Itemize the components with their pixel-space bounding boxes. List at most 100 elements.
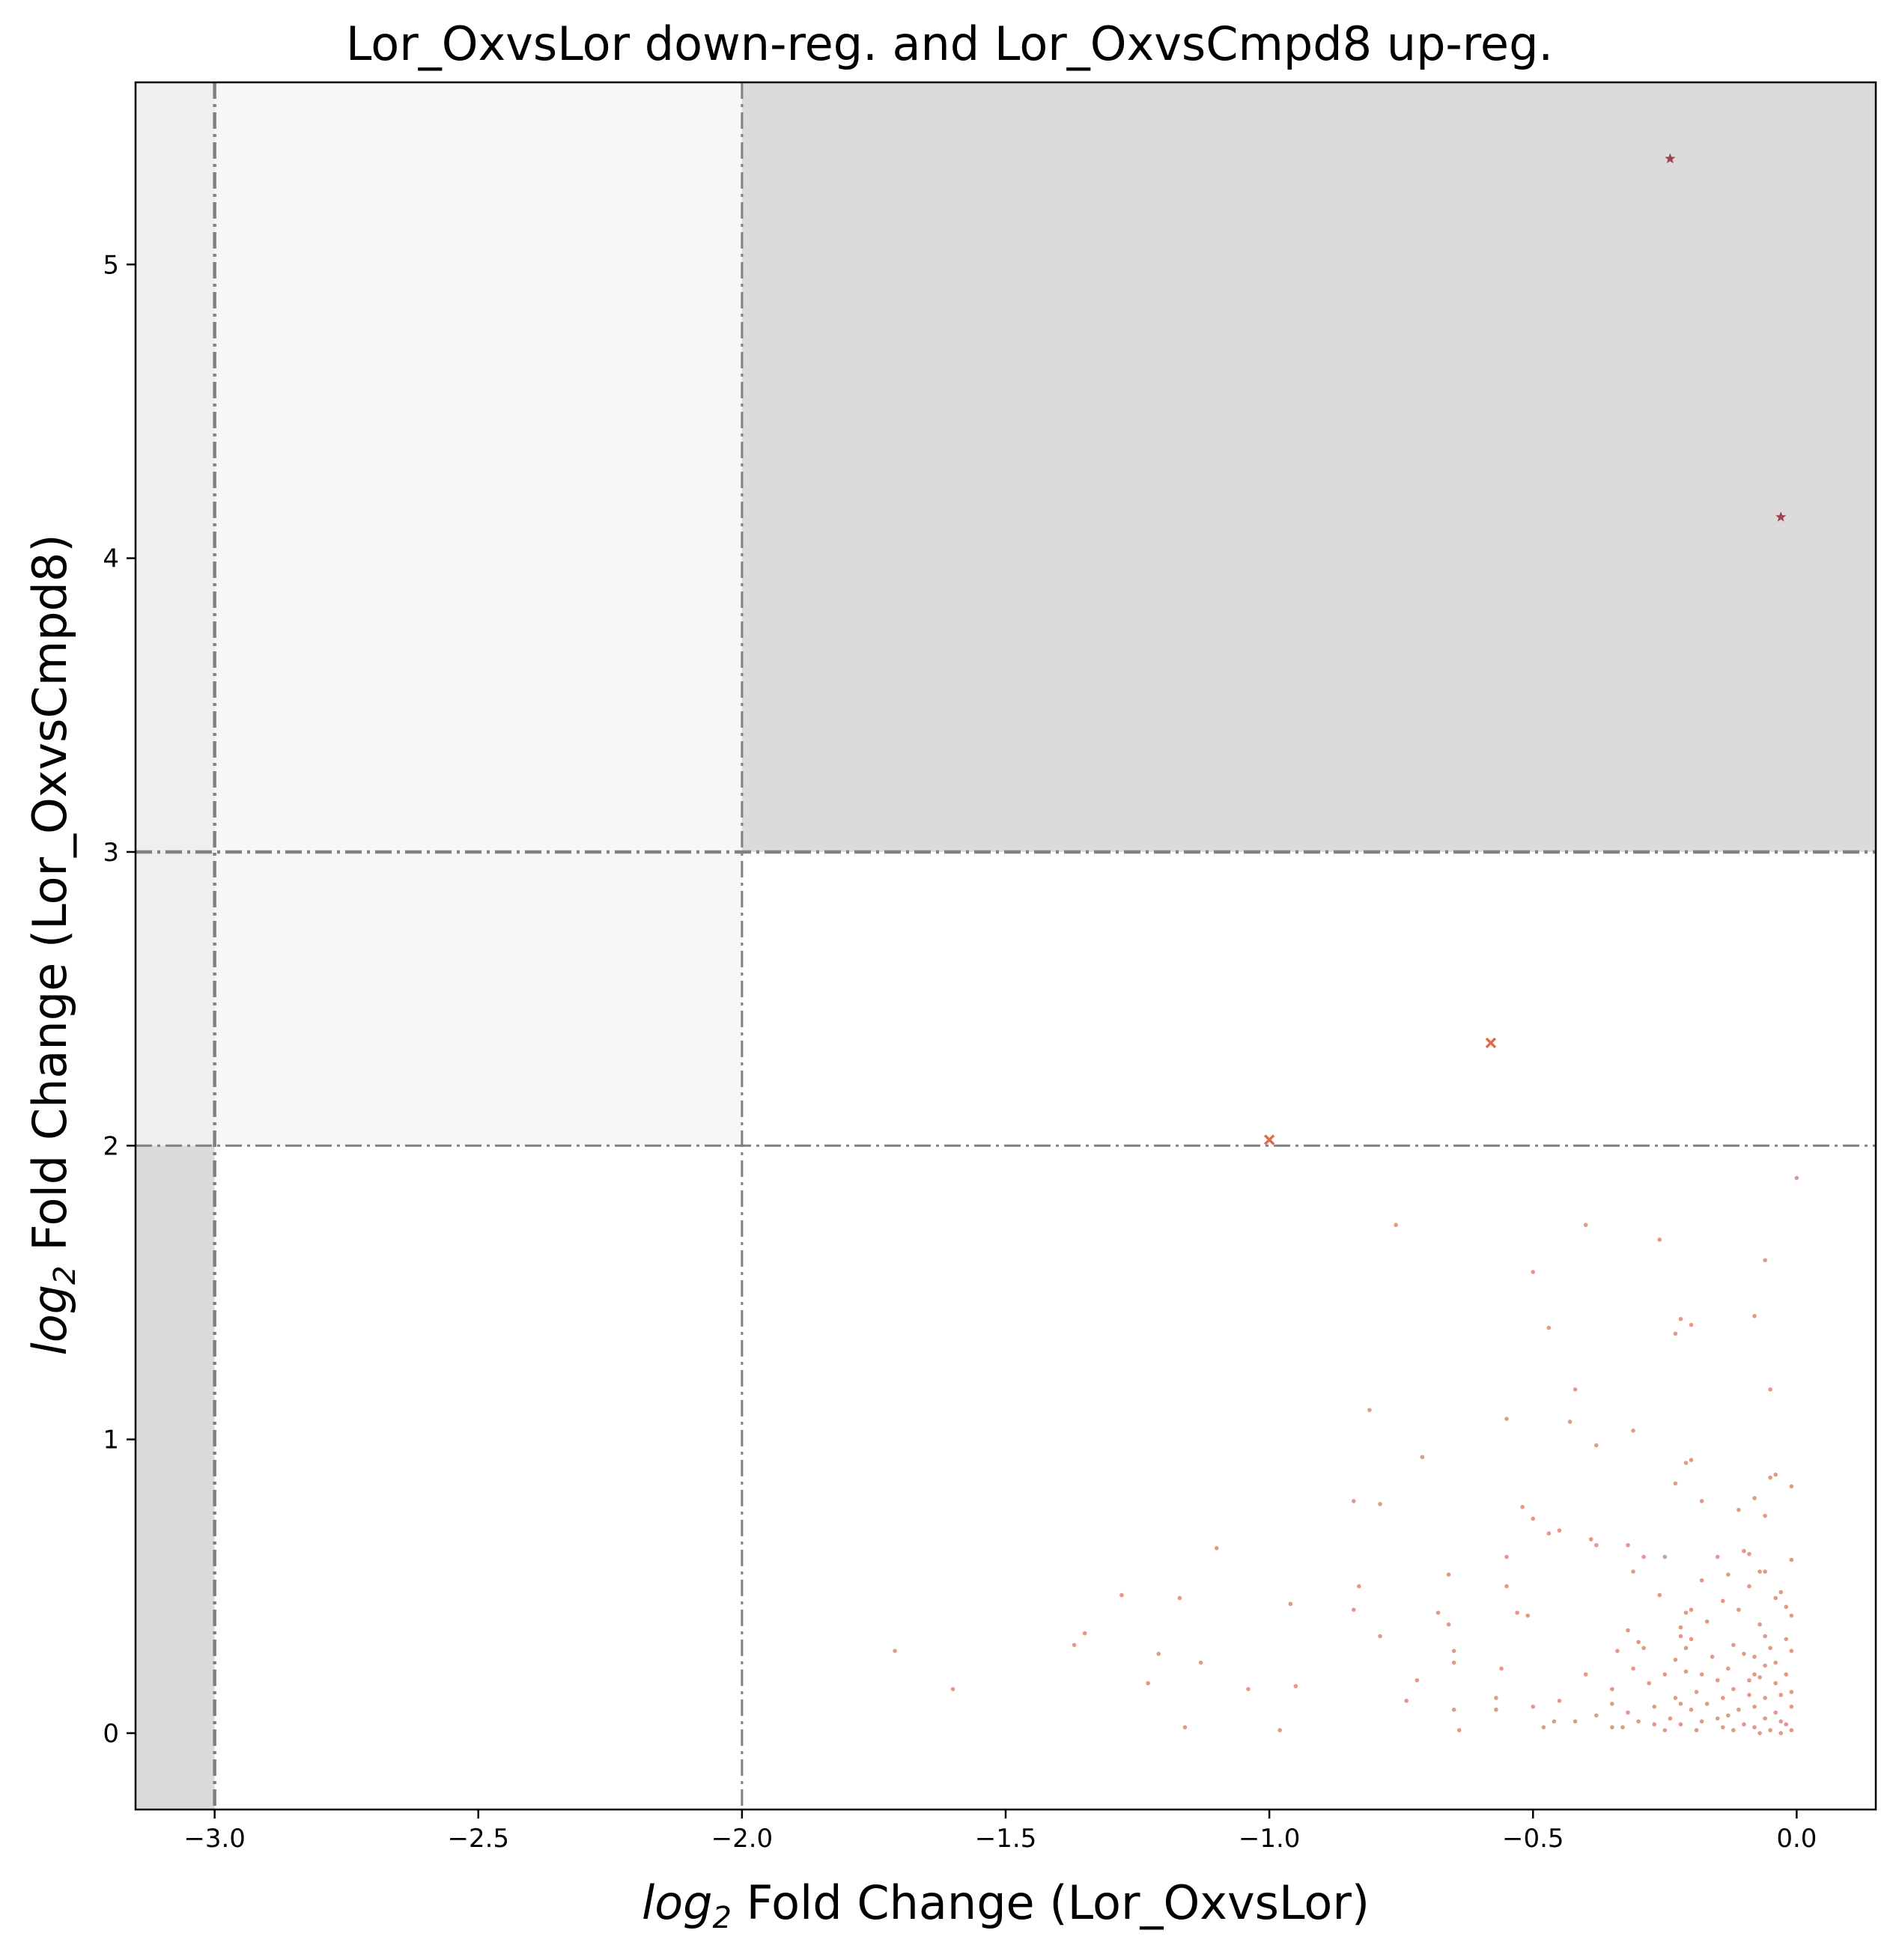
y-tick-label: 1 [103, 1425, 119, 1455]
data-point [1451, 1661, 1456, 1665]
shade-region-weak-left [136, 82, 742, 1146]
y-tick-label: 4 [103, 544, 119, 574]
data-point [1720, 1696, 1725, 1700]
data-point [1752, 1496, 1757, 1500]
data-point [1757, 1731, 1762, 1735]
data-point [1246, 1687, 1251, 1691]
data-point [1789, 1613, 1794, 1618]
data-point [1504, 1416, 1509, 1421]
x-axis-label-sub: 2 [712, 1901, 731, 1935]
data-point [1699, 1672, 1704, 1677]
x-tick-label: −3.0 [183, 1824, 246, 1854]
data-point [1631, 1666, 1635, 1671]
data-point [893, 1649, 897, 1653]
data-point [1446, 1572, 1451, 1577]
data-point [1082, 1631, 1087, 1636]
data-point [1763, 1663, 1767, 1668]
data-point [1683, 1669, 1689, 1674]
data-point [1720, 1598, 1725, 1604]
data-point [1763, 1569, 1767, 1574]
cross-stroke [1485, 1037, 1497, 1049]
data-point [1593, 1443, 1599, 1448]
data-point [1720, 1725, 1725, 1729]
y-axis-label-sub: 2 [48, 1266, 82, 1285]
data-point [1789, 1484, 1794, 1489]
data-point [1778, 1731, 1784, 1735]
data-point [1177, 1595, 1182, 1601]
data-point [1593, 1543, 1599, 1547]
data-point-star [1665, 153, 1676, 164]
data-point [1352, 1499, 1356, 1503]
data-point [1451, 1707, 1456, 1712]
data-point [1768, 1475, 1772, 1480]
data-point [1742, 1548, 1746, 1553]
data-point [1773, 1595, 1778, 1601]
data-point [1615, 1649, 1620, 1653]
data-point [1694, 1690, 1699, 1694]
data-point [1583, 1672, 1588, 1677]
data-point [1504, 1584, 1509, 1589]
data-point [1752, 1655, 1757, 1659]
data-point [1683, 1461, 1689, 1465]
data-point [1588, 1537, 1593, 1541]
data-point [1731, 1643, 1736, 1648]
data-point [1520, 1505, 1525, 1509]
data-point [1673, 1696, 1678, 1700]
y-axis-label-text: Fold Change (Lor_OxvsCmpd8) [22, 534, 77, 1265]
data-point [1789, 1704, 1794, 1709]
data-point [1784, 1672, 1789, 1677]
data-point [1757, 1622, 1762, 1627]
data-point [1678, 1625, 1683, 1630]
data-point [1731, 1728, 1736, 1732]
data-point [1763, 1696, 1767, 1700]
y-tick-label: 2 [103, 1131, 119, 1161]
data-point [1704, 1619, 1710, 1624]
x-axis-label: log2 Fold Change (Lor_OxvsLor) [642, 1875, 1370, 1935]
data-point [1573, 1387, 1578, 1392]
data-point [1198, 1661, 1203, 1665]
data-point [1731, 1687, 1736, 1691]
data-point [1525, 1613, 1530, 1618]
data-point [1378, 1502, 1382, 1506]
data-point [1689, 1637, 1694, 1642]
data-point [1689, 1322, 1694, 1327]
shade-region-lower-left [136, 1145, 215, 1810]
data-point [1641, 1554, 1646, 1559]
data-point [1567, 1419, 1573, 1424]
data-point [1182, 1725, 1188, 1729]
data-point [1446, 1622, 1451, 1627]
data-point [1773, 1710, 1778, 1715]
data-point [1683, 1646, 1689, 1651]
data-point [1789, 1690, 1794, 1694]
data-point [1715, 1554, 1720, 1559]
data-point [1699, 1578, 1704, 1583]
data-point [1752, 1314, 1757, 1318]
data-point [1789, 1728, 1794, 1732]
data-point [1683, 1610, 1689, 1615]
data-point-cross [1485, 1037, 1497, 1049]
data-point [1673, 1481, 1678, 1486]
y-tick-label: 3 [103, 838, 119, 868]
data-point [1763, 1513, 1767, 1518]
data-point [1662, 1672, 1668, 1677]
data-point [1657, 1592, 1662, 1598]
data-point [1435, 1610, 1441, 1615]
data-point [1636, 1640, 1641, 1645]
data-point [1678, 1701, 1683, 1706]
data-point [1742, 1652, 1746, 1656]
x-tick-label: −1.0 [1239, 1824, 1301, 1854]
x-tick-label: −2.0 [711, 1824, 774, 1854]
x-axis-ticks: −3.0 −2.5 −2.0 −1.5 −1.0 −0.5 0.0 [183, 1810, 1817, 1854]
data-point [1737, 1508, 1741, 1512]
y-tick-label: 0 [103, 1719, 119, 1749]
x-axis-label-text: Fold Change (Lor_OxvsLor) [732, 1875, 1370, 1930]
data-point [1636, 1719, 1641, 1724]
data-point [1763, 1634, 1767, 1639]
x-tick-label: −2.5 [447, 1824, 509, 1854]
data-point [1737, 1607, 1741, 1613]
data-point [1726, 1666, 1731, 1671]
data-point [1773, 1681, 1778, 1686]
data-point [1789, 1557, 1794, 1562]
data-point [1352, 1607, 1356, 1613]
data-point [1583, 1223, 1588, 1228]
